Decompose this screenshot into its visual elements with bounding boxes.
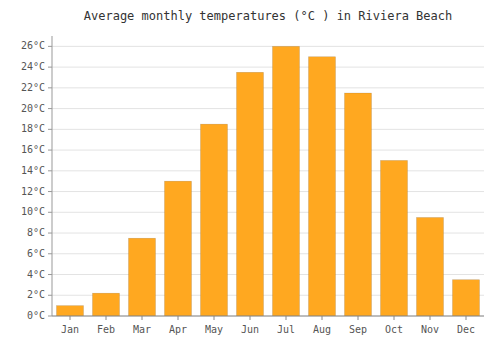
bar [381, 160, 408, 316]
x-tick-label: Sep [349, 324, 367, 335]
chart: 0°C 2°C 4°C 6°C 8°C 10°C 12°C 14°C 16°C 18°C 20°C 2… [0, 0, 500, 350]
y-tick [48, 129, 52, 130]
x-tick-label: Aug [313, 324, 331, 335]
y-tick [48, 212, 52, 213]
y-tick-label: 18°C [21, 123, 45, 134]
x-tick-label: Dec [457, 324, 475, 335]
y-tick [48, 46, 52, 47]
x-tick [358, 316, 359, 320]
x-tick [106, 316, 107, 320]
y-tick [48, 316, 52, 317]
y-tick-label: 16°C [21, 144, 45, 155]
grid-line [52, 316, 484, 317]
bar [165, 181, 192, 316]
x-tick-label: Nov [421, 324, 439, 335]
bar [129, 238, 156, 316]
x-tick [430, 316, 431, 320]
y-tick-label: 24°C [21, 61, 45, 72]
y-tick [48, 233, 52, 234]
x-tick [394, 316, 395, 320]
x-tick [70, 316, 71, 320]
bar [237, 72, 264, 316]
x-tick [250, 316, 251, 320]
y-tick-label: 22°C [21, 82, 45, 93]
bar [201, 124, 228, 316]
title: Average monthly temperatures (°C ) in Ri… [84, 9, 452, 23]
x-tick-label: Oct [385, 324, 403, 335]
x-tick-label: Mar [133, 324, 151, 335]
y-tick [48, 274, 52, 275]
grid-line [52, 129, 484, 130]
bars [57, 46, 480, 316]
x-tick [286, 316, 287, 320]
grid-line [52, 150, 484, 151]
y-tick [48, 87, 52, 88]
y-tick-label: 10°C [21, 206, 45, 217]
y-tick [48, 170, 52, 171]
x-tick-label: Apr [169, 324, 187, 335]
grid-line [52, 212, 484, 213]
x-tick [142, 316, 143, 320]
bar [453, 280, 480, 316]
grid-line [52, 170, 484, 171]
grid-line [52, 67, 484, 68]
bar [57, 306, 84, 316]
y-tick [48, 67, 52, 68]
bar [345, 93, 372, 316]
x-tick-label: May [205, 324, 223, 335]
y-tick [48, 295, 52, 296]
x-tick-label: Jun [241, 324, 259, 335]
y-tick-label: 0°C [27, 310, 45, 321]
y-tick-label: 2°C [27, 289, 45, 300]
x-axis: Jan Feb Mar Apr May Jun Jul Aug Sep Oct Nov Dec [52, 316, 484, 335]
grid-line [52, 191, 484, 192]
x-axis-line [52, 316, 484, 317]
bar [273, 46, 300, 316]
y-tick-label: 14°C [21, 165, 45, 176]
y-tick [48, 108, 52, 109]
y-axis-line [52, 36, 53, 316]
y-tick-label: 4°C [27, 269, 45, 280]
y-tick [48, 191, 52, 192]
x-tick [214, 316, 215, 320]
bar [93, 293, 120, 316]
y-tick-label: 26°C [21, 40, 45, 51]
y-tick-label: 8°C [27, 227, 45, 238]
grid-line [52, 108, 484, 109]
grid [52, 46, 484, 316]
x-tick-label: Jul [277, 324, 295, 335]
bar [309, 57, 336, 316]
x-tick [322, 316, 323, 320]
grid-line [52, 46, 484, 47]
y-tick-label: 12°C [21, 186, 45, 197]
x-tick-label: Feb [97, 324, 115, 335]
grid-line [52, 87, 484, 88]
bar [417, 217, 444, 316]
y-axis: 0°C 2°C 4°C 6°C 8°C 10°C 12°C 14°C 16°C 18°C 20°C 2… [21, 36, 52, 321]
y-tick-label: 6°C [27, 248, 45, 259]
x-tick [466, 316, 467, 320]
y-tick-label: 20°C [21, 103, 45, 114]
x-tick-label: Jan [61, 324, 79, 335]
y-tick [48, 253, 52, 254]
x-tick [178, 316, 179, 320]
y-tick [48, 150, 52, 151]
